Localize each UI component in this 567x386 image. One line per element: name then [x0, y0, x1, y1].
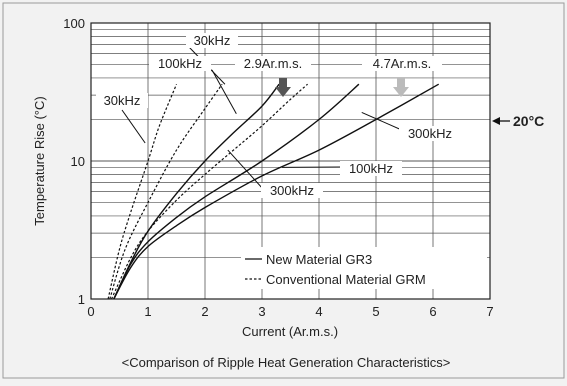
legend: New Material GR3 Conventional Material G… — [241, 247, 487, 289]
callout-gr3-300khz: 300kHz — [408, 126, 452, 141]
y-tick-label: 100 — [63, 16, 85, 31]
x-tick-label: 0 — [87, 304, 94, 319]
x-tick-label: 6 — [429, 304, 436, 319]
callout-gr3-100khz: 100kHz — [158, 56, 202, 71]
x-tick-label: 4 — [315, 304, 322, 319]
y-axis-label: Temperature Rise (°C) — [32, 96, 47, 225]
x-tick-label: 3 — [258, 304, 265, 319]
legend-label-gr3: New Material GR3 — [266, 252, 372, 267]
x-tick-label: 1 — [144, 304, 151, 319]
x-axis-label: Current (Ar.m.s.) — [242, 324, 338, 339]
figure-caption: <Comparison of Ripple Heat Generation Ch… — [122, 355, 451, 370]
callout-mid-100khz: 100kHz — [349, 161, 393, 176]
y-tick-label: 1 — [78, 292, 85, 307]
callout-mid-300khz: 300kHz — [270, 183, 314, 198]
callout-gr3-30khz: 30kHz — [194, 33, 231, 48]
x-tick-label: 5 — [372, 304, 379, 319]
x-tick-label: 7 — [486, 304, 493, 319]
y-tick-label: 10 — [71, 154, 85, 169]
x-tick-label: 2 — [201, 304, 208, 319]
callout-limit-4-7: 4.7Ar.m.s. — [373, 56, 432, 71]
reference-20c-label: 20°C — [513, 113, 544, 129]
callout-grm-30khz: 30kHz — [104, 93, 141, 108]
legend-label-grm: Conventional Material GRM — [266, 272, 426, 287]
callout-limit-2-9: 2.9Ar.m.s. — [244, 56, 303, 71]
